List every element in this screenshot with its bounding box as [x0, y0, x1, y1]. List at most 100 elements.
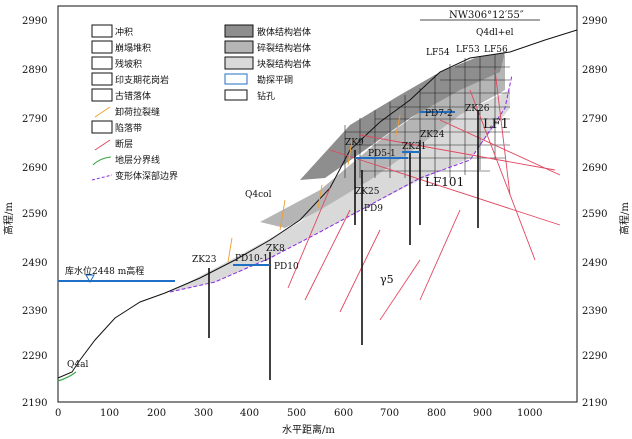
x-tick: 600: [334, 408, 353, 419]
alluvium-boundary-line: [57, 371, 77, 382]
label-zk26: ZK26: [465, 104, 490, 114]
legend-box-4: [91, 72, 113, 86]
legend-dark-gray: [224, 24, 254, 38]
label-zk21: ZK21: [402, 142, 426, 152]
legend-c2-2-text: 碎裂结构岩体: [257, 42, 311, 54]
dark-gray-zone: [300, 52, 505, 180]
y-tick: 2690: [22, 163, 47, 174]
y-axis-title-left: 高程/m: [2, 202, 15, 235]
y-tick: 2690: [582, 163, 607, 174]
y-tick: 2290: [22, 351, 47, 362]
y-tick: 2390: [582, 306, 607, 317]
label-q4col-mid: Q4col: [245, 190, 272, 200]
x-tick-labels: 0 100 200 300 400 500 600 700 800 900 10…: [55, 408, 542, 419]
legend-5-text: 古错落体: [115, 90, 151, 102]
legend-c2-4-text: 勘探平硐: [257, 74, 293, 86]
legend-10-text: 变形体深部边界: [115, 170, 178, 182]
x-tick: 700: [380, 408, 399, 419]
legend-7-text: 陷落带: [115, 122, 142, 134]
x-tick: 500: [287, 408, 306, 419]
x-tick: 800: [427, 408, 446, 419]
plot-frame: [57, 5, 578, 403]
adits: [233, 111, 455, 266]
label-q4col-bot: Q4al: [67, 360, 88, 370]
legend-6-text: 卸荷拉裂缝: [115, 106, 160, 118]
y-tick-labels-right: 2990 2890 2790 2690 2590 2490 2390 2290 …: [582, 16, 607, 409]
y-tick: 2190: [22, 398, 47, 409]
boreholes: [208, 110, 479, 380]
x-tick: 400: [240, 408, 259, 419]
label-pd10: PD10: [274, 262, 299, 272]
x-tick: 900: [473, 408, 492, 419]
label-zk9: ZK9: [345, 138, 364, 148]
legend-1-text: 冲积: [115, 26, 133, 38]
y-tick: 2590: [582, 209, 607, 220]
legend-box-2: [91, 40, 113, 54]
label-lf54: LF54: [426, 48, 450, 58]
y-tick: 2390: [22, 306, 47, 317]
legend-col2: 散体结构岩体 碎裂结构岩体 块裂结构岩体 勘探平硐 钻孔: [224, 24, 311, 102]
y-tick: 2490: [582, 258, 607, 269]
x-tick: 300: [194, 408, 213, 419]
x-tick: 100: [100, 408, 119, 419]
y-tick: 2790: [22, 114, 47, 125]
label-pd9: PD9: [364, 204, 383, 214]
legend-fault-icon: [94, 139, 111, 151]
legend-2-text: 崩塌堆积: [115, 42, 151, 54]
y-tick-labels-left: 2990 2890 2790 2690 2590 2490 2390 2290 …: [22, 16, 47, 409]
legend-adit-icon: [224, 73, 248, 85]
label-zk8: ZK8: [266, 244, 285, 254]
legend-crack-icon: [94, 106, 111, 118]
legend-box-3: [91, 56, 113, 70]
legend-box-1: [91, 24, 113, 38]
label-zk25: ZK25: [355, 187, 380, 197]
label-gamma5: γ5: [380, 273, 394, 286]
y-tick: 2290: [582, 351, 607, 362]
legend-box-7: [91, 120, 113, 134]
y-tick: 2890: [582, 65, 607, 76]
legend-8-text: 断层: [115, 138, 133, 150]
legend-c2-5-text: 钻孔: [257, 90, 275, 102]
label-pd10-1: PD10-1: [235, 254, 269, 264]
legend-c2-1-text: 散体结构岩体: [257, 26, 311, 38]
legend-9-text: 地层分界线: [115, 154, 160, 166]
legend-green-icon: [92, 156, 112, 166]
direction-label: NW306°12′55″: [449, 10, 524, 21]
y-tick: 2190: [582, 398, 607, 409]
label-pd7-2: PD7-2: [425, 109, 453, 119]
legend-mid-gray: [224, 40, 254, 54]
y-axis-title-right: 高程/m: [618, 202, 631, 235]
legend-col1: 冲积 崩塌堆积 残坡积 印支期花岗岩 古错落体 卸荷拉裂缝 陷落带 断层 地层分…: [91, 24, 178, 182]
legend-3-text: 残坡积: [115, 58, 142, 70]
water-level-label: 库水位2448 m高程: [65, 265, 144, 277]
legend-4-text: 印支期花岗岩: [115, 74, 169, 86]
x-tick: 200: [147, 408, 166, 419]
legend-purple-icon: [91, 174, 113, 181]
y-tick: 2890: [22, 65, 47, 76]
label-q4dl-top: Q4dl+el: [476, 28, 514, 38]
faults: [287, 69, 561, 321]
label-lf1: LF1: [483, 117, 509, 132]
ground-profile: [57, 29, 578, 379]
x-axis-title: 水平距离/m: [282, 423, 335, 436]
water-marker-icon: [85, 274, 95, 284]
legend-borehole-icon: [224, 89, 248, 101]
y-tick: 2790: [582, 114, 607, 125]
legend-c2-3-text: 块裂结构岩体: [257, 58, 311, 70]
y-tick: 2590: [22, 209, 47, 220]
label-zk24: ZK24: [420, 130, 445, 140]
x-tick: 0: [55, 408, 61, 419]
deep-boundary-line: [169, 74, 513, 293]
label-lf56: LF56: [484, 45, 508, 55]
unloading-cracks: [227, 114, 401, 263]
label-pd5-1: PD5-1: [368, 149, 396, 159]
y-tick: 2990: [22, 16, 47, 27]
y-tick: 2990: [582, 16, 607, 27]
legend-light-gray: [224, 56, 254, 70]
y-tick: 2490: [22, 258, 47, 269]
label-zk23: ZK23: [192, 255, 217, 265]
label-lf101: LF101: [425, 175, 464, 189]
x-tick: 1000: [517, 408, 542, 419]
label-lf53: LF53: [456, 45, 480, 55]
